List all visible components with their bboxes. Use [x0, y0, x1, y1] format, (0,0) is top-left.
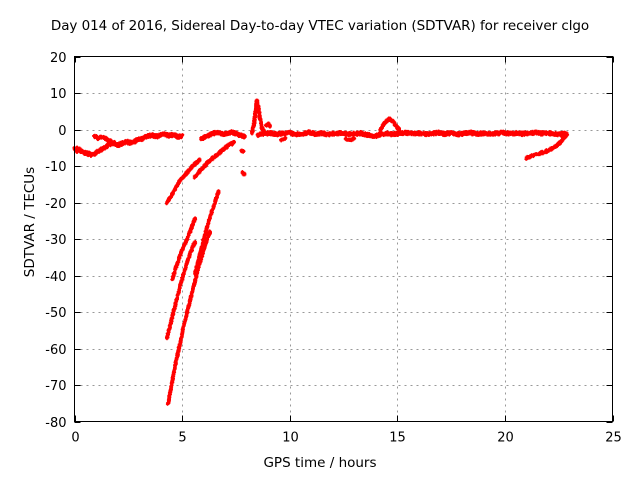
grid-lines	[74, 56, 613, 422]
y-axis-label: SDTVAR / TECUs	[22, 166, 38, 278]
data-points	[72, 98, 570, 406]
x-axis-label: GPS time / hours	[263, 455, 377, 471]
plot-frame	[74, 56, 613, 422]
x-tick-labels: 0 5 10 15 20 25	[71, 431, 621, 446]
chart-title: Day 014 of 2016, Sidereal Day-to-day VTE…	[50, 18, 590, 34]
tick-marks	[74, 56, 614, 423]
